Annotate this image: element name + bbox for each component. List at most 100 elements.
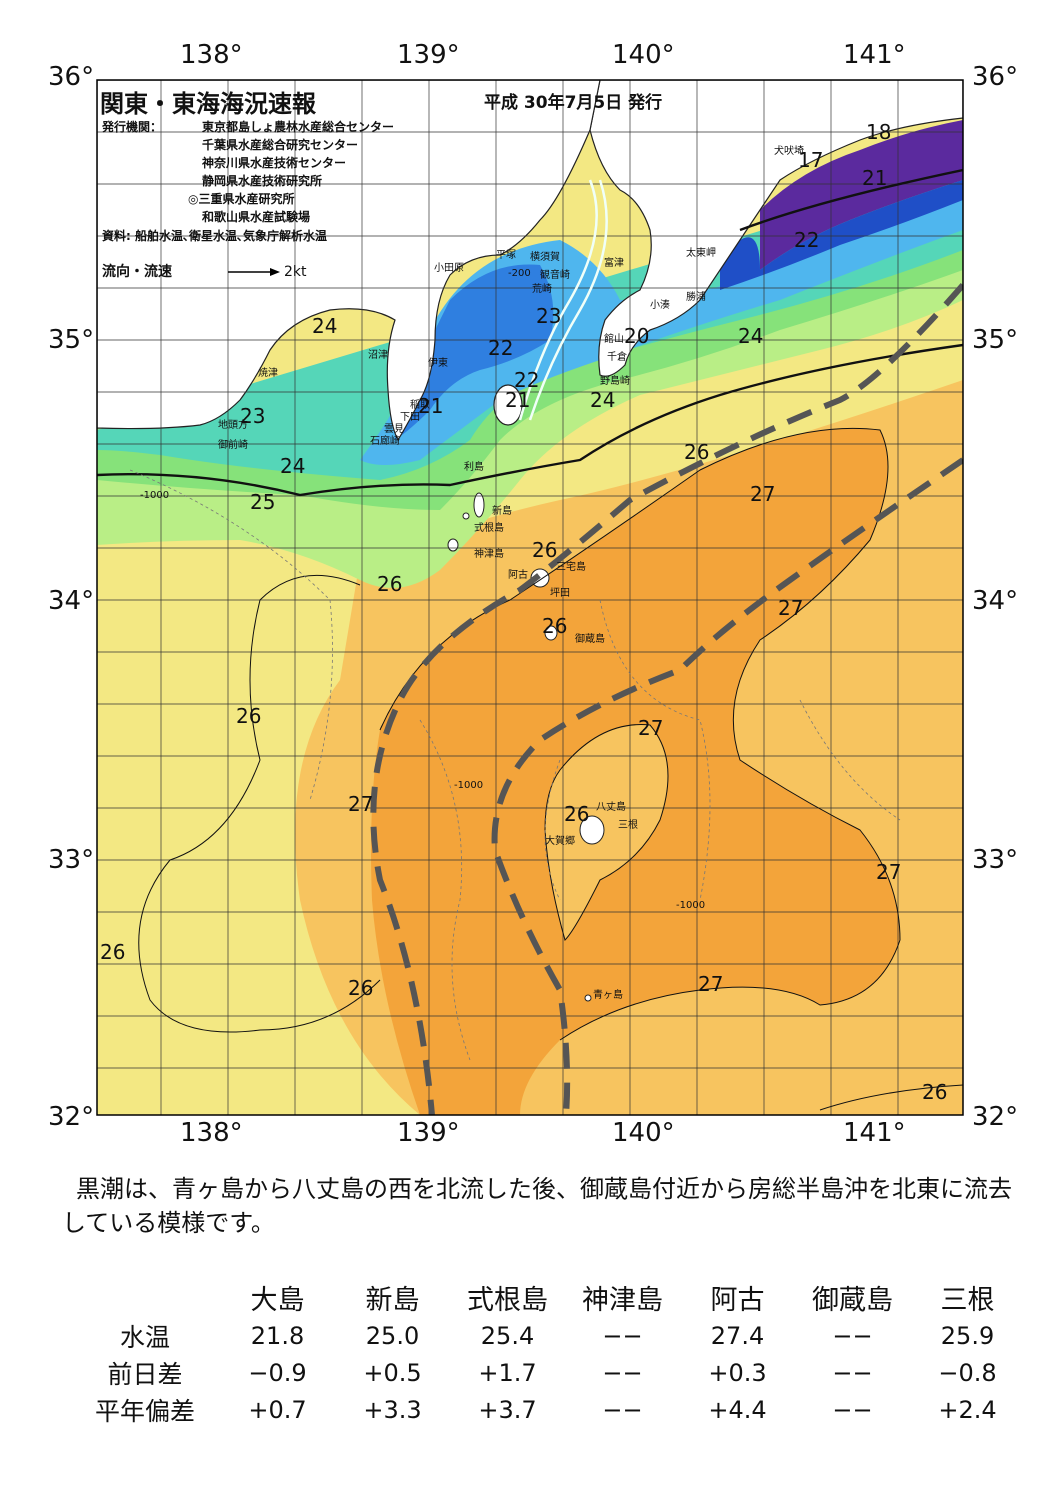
publisher-item: 千葉県水産総合研究センター (202, 138, 359, 152)
place-name: 八丈島 (596, 802, 626, 813)
table-cell: +3.3 (363, 1395, 422, 1424)
place-name: 野島崎 (600, 376, 630, 387)
isotherm-label: 27 (778, 596, 804, 620)
row-label: 前日差 (107, 1359, 183, 1389)
lon-tick-top: 139° (397, 40, 460, 70)
publisher-item: 和歌山県水産試験場 (202, 210, 311, 224)
isotherm-label: 22 (514, 368, 540, 392)
place-name: 御蔵島 (575, 634, 605, 645)
issue-date: 平成 30年7月5日 発行 (484, 93, 663, 113)
place-name: 太東岬 (686, 248, 716, 259)
station-header: 大島 (250, 1285, 305, 1316)
isotherm-label: 27 (698, 972, 724, 996)
kuroshio-axis (370, 283, 963, 1115)
land-kanto (589, 80, 963, 377)
station-header: 新島 (365, 1285, 420, 1316)
lon-tick-bottom: 141° (843, 1118, 906, 1148)
lon-tick-bottom: 139° (397, 1118, 460, 1148)
table-cell: 25.4 (480, 1321, 535, 1350)
isotherm-contours (97, 168, 963, 1111)
place-name: 犬吠埼 (774, 146, 804, 157)
depth-label: -1000 (676, 900, 706, 911)
table-cell: +2.4 (938, 1395, 997, 1424)
isotherm-label: 26 (542, 614, 568, 638)
publisher-item: ◎三重県水産研究所 (188, 192, 295, 206)
station-temperature-table: 大島 新島 式根島 神津島 阿古 御蔵島 三根 水温 21.8 25.0 25.… (70, 1278, 1025, 1428)
publishers-label: 発行機関： (102, 120, 163, 134)
flow-vectors (518, 179, 608, 421)
table-cell: +3.7 (478, 1395, 537, 1424)
table-cell: 27.4 (710, 1321, 765, 1350)
table-cell: 21.8 (250, 1321, 305, 1350)
lat-tick-right: 34° (972, 586, 1019, 616)
place-name: 利島 (464, 462, 484, 473)
isotherm-label: 22 (794, 228, 820, 252)
lat-tick-left: 34° (48, 586, 95, 616)
isotherm-label: 26 (564, 802, 590, 826)
lon-tick-bottom: 138° (180, 1118, 243, 1148)
table-cell: −− (832, 1395, 873, 1424)
place-name: 神津島 (474, 549, 504, 560)
place-name: 館山 (604, 334, 624, 345)
isotherm-label: 25 (250, 490, 276, 514)
place-name: 小湊 (650, 300, 670, 311)
table-row: 前日差 −0.9 +0.5 +1.7 −− +0.3 −− −0.8 (70, 1354, 1025, 1391)
isotherm-label: 26 (377, 572, 403, 596)
place-name: 石廊崎 (370, 436, 400, 447)
isotherm-label: 20 (624, 324, 650, 348)
lat-tick-right: 35° (972, 325, 1019, 355)
place-name: 三宅島 (556, 562, 586, 573)
table-cell: −− (832, 1358, 873, 1387)
land-izu (97, 80, 601, 442)
table-row: 水温 21.8 25.0 25.4 −− 27.4 −− 25.9 (70, 1317, 1025, 1354)
summary-text: 黒潮は、青ヶ島から八丈島の西を北流した後、御蔵島付近から房総半島沖を北東に流去し… (62, 1175, 1012, 1237)
lat-tick-right: 33° (972, 845, 1019, 875)
table-cell: 25.9 (940, 1321, 995, 1350)
place-name: 富津 (604, 258, 624, 269)
place-name: 坪田 (550, 588, 570, 599)
table-cell: −− (602, 1358, 643, 1387)
place-name: 式根島 (474, 523, 504, 534)
isotherm-label: 23 (240, 404, 266, 428)
place-name: 小田原 (434, 263, 464, 274)
isotherm-label: 27 (876, 860, 902, 884)
row-label: 水温 (119, 1322, 170, 1352)
table-cell: +4.4 (708, 1395, 767, 1424)
isotherm-label: 26 (922, 1080, 948, 1104)
depth-label: -1000 (454, 780, 484, 791)
table-cell: 25.0 (365, 1321, 420, 1350)
station-header: 御蔵島 (812, 1285, 893, 1316)
isotherm-label: 24 (312, 314, 338, 338)
isotherm-label: 24 (590, 388, 616, 412)
lat-tick-left: 35° (48, 325, 95, 355)
table-cell: +0.7 (248, 1395, 307, 1424)
place-name: 観音崎 (540, 270, 570, 281)
table-row: 平年偏差 +0.7 +3.3 +3.7 −− +4.4 −− +2.4 (70, 1391, 1025, 1428)
row-label: 平年偏差 (94, 1396, 195, 1426)
map-frame (96, 79, 964, 1116)
station-header: 神津島 (582, 1285, 663, 1316)
place-name: 青ヶ島 (593, 990, 623, 1001)
lat-tick-left: 32° (48, 1102, 95, 1132)
place-name: 地頭方 (218, 420, 248, 431)
lon-tick-bottom: 140° (612, 1118, 675, 1148)
table-cell: −− (602, 1321, 643, 1350)
isotherm-label: 26 (348, 976, 374, 1000)
table-cell: +0.3 (708, 1358, 767, 1387)
place-name: 勝浦 (686, 292, 706, 303)
place-name: 新島 (492, 506, 512, 517)
isotherm-label: 26 (236, 704, 262, 728)
data-sources: 資料: 船舶水温､衛星水温､気象庁解析水温 (102, 229, 327, 243)
isotherm-label: 26 (100, 940, 126, 964)
place-name: 大賀郷 (545, 836, 575, 847)
table-cell: +1.7 (478, 1358, 537, 1387)
place-name: 御前崎 (218, 440, 248, 451)
publisher-item: 静岡県水産技術研究所 (202, 174, 323, 188)
place-name: 下田 (400, 412, 420, 423)
map-title: 関東・東海海況速報 (100, 90, 316, 118)
place-name: 沼津 (368, 350, 388, 361)
hachijo-island (579, 815, 605, 845)
place-name: 稲取 (410, 400, 430, 411)
lon-tick-top: 140° (612, 40, 675, 70)
